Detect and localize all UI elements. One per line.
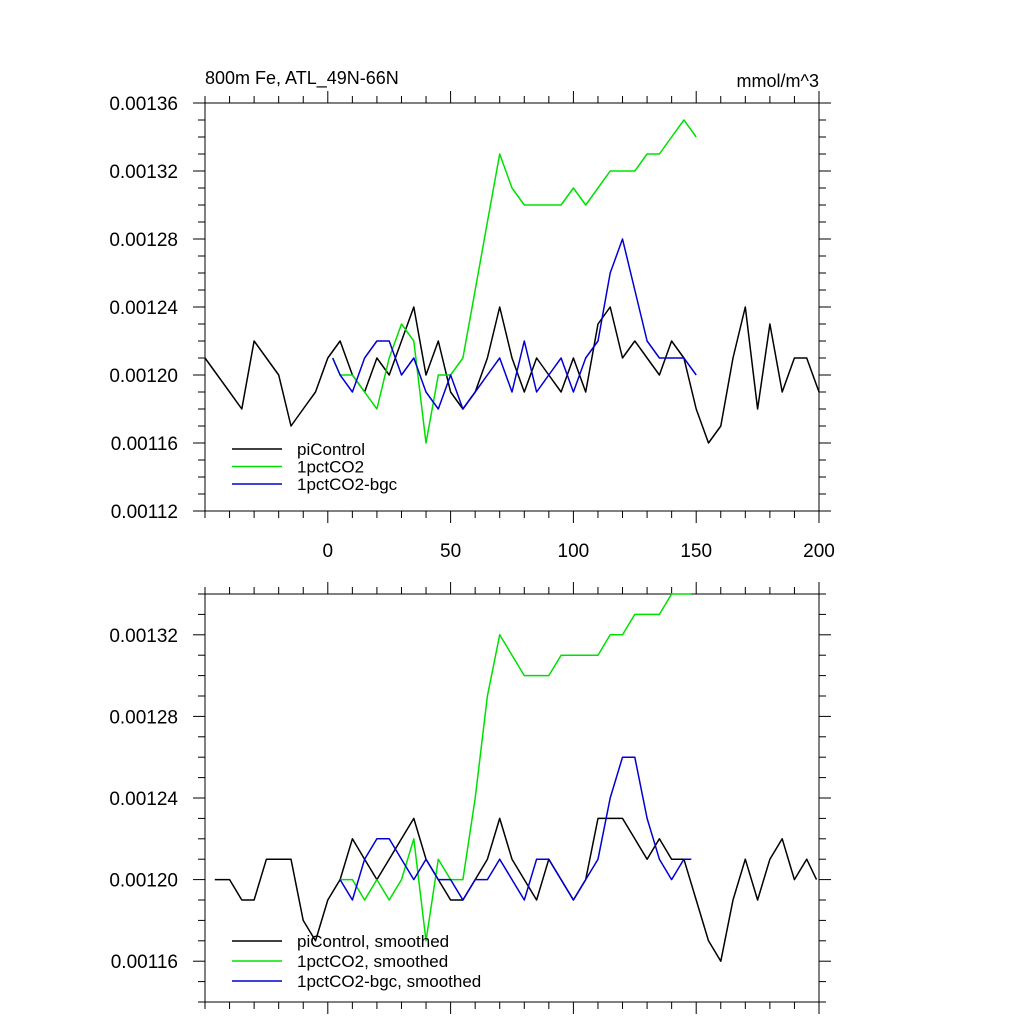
y-tick-label: 0.00116 (111, 434, 178, 455)
units-label: mmol/m^3 (737, 71, 819, 91)
top-panel: 0 50 100 150 200 0.00112 0.00116 0.00120 0.00124… (109, 68, 835, 562)
bottom-panel: 0.00116 0.00120 0.00124 0.00128 0.00132 piCon… (109, 582, 831, 1014)
legend-label: 1pctCO2, smoothed (297, 952, 448, 971)
x-tick-label: 0 (323, 541, 334, 562)
y-tick-label: 0.00132 (109, 162, 178, 183)
legend-label: 1pctCO2-bgc, smoothed (297, 972, 481, 991)
legend-label: 1pctCO2-bgc (297, 475, 398, 494)
series-line-1 (340, 593, 692, 942)
y-tick-label: 0.00116 (111, 952, 178, 973)
legend-label: 1pctCO2 (297, 458, 364, 477)
y-tick-label: 0.00120 (109, 366, 178, 387)
legend-label: piControl, smoothed (297, 932, 449, 951)
chart-title: 800m Fe, ATL_49N-66N (205, 68, 399, 89)
series-line-1 (332, 119, 697, 444)
y-tick-label: 0.00136 (109, 94, 178, 115)
series-line-0 (204, 306, 820, 444)
y-tick-label: 0.00128 (109, 230, 178, 251)
x-tick-label: 50 (440, 541, 461, 562)
series-line-2 (339, 756, 692, 901)
x-tick-label: 150 (680, 541, 712, 562)
y-tick-label: 0.00120 (109, 871, 178, 892)
x-tick-label: 100 (558, 541, 590, 562)
y-tick-label: 0.00128 (109, 707, 178, 728)
y-tick-label: 0.00132 (109, 626, 178, 647)
y-tick-label: 0.00124 (109, 298, 178, 319)
y-tick-label: 0.00112 (111, 502, 178, 523)
y-tick-label: 0.00124 (109, 789, 178, 810)
legend-label: piControl (297, 440, 365, 459)
series-line-0 (214, 817, 818, 962)
x-tick-label: 200 (803, 541, 835, 562)
series-line-2 (332, 238, 697, 410)
